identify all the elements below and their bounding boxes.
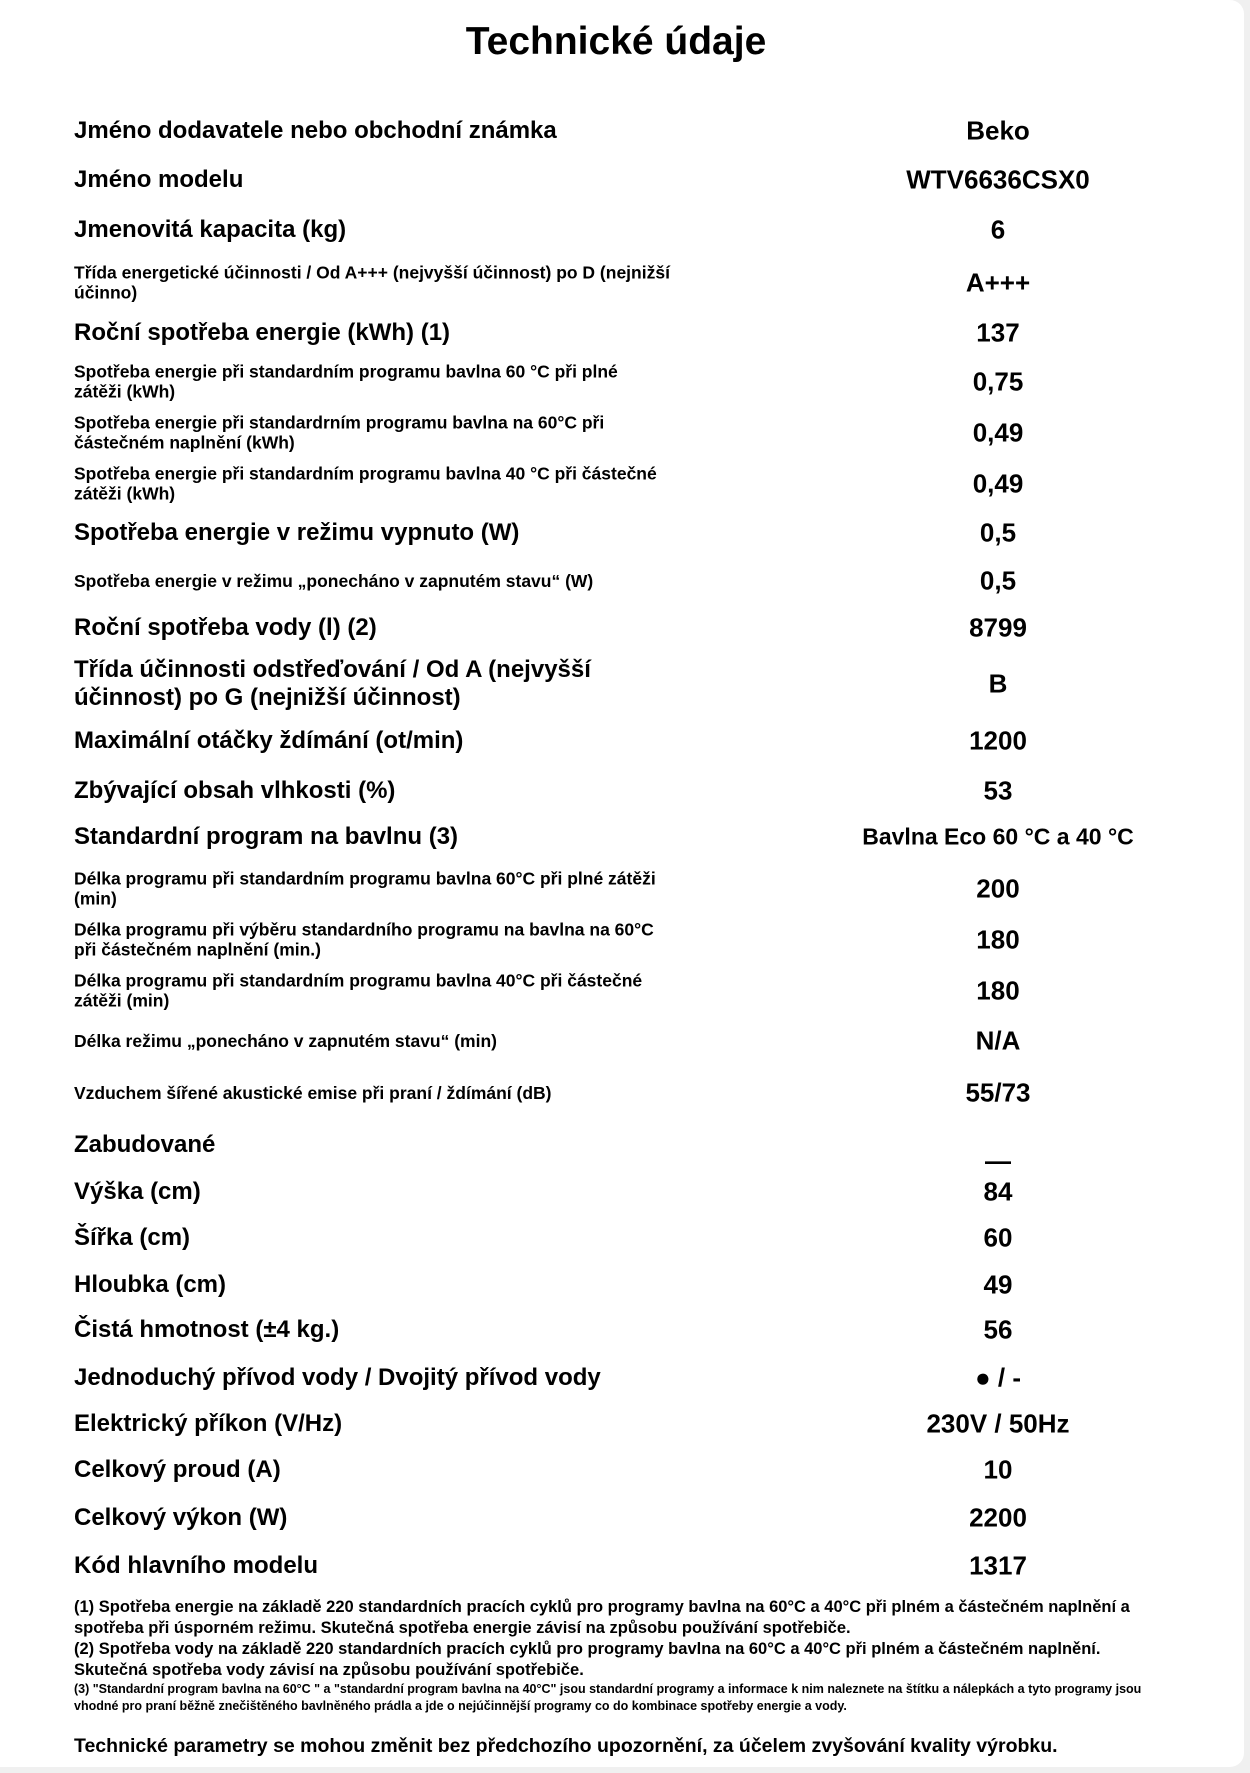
disclaimer: Technické parametry se mohou změnit bez … xyxy=(74,1735,1058,1757)
spec-label: Spotřeba energie v režimu vypnuto (W) xyxy=(74,518,520,546)
spec-row: Spotřeba energie při standardrním progra… xyxy=(0,408,1244,458)
spec-label: Délka režimu „ponecháno v zapnutém stavu… xyxy=(74,1030,497,1051)
spec-value: 0,49 xyxy=(972,468,1024,499)
footnote-1: (1) Spotřeba energie na základě 220 stan… xyxy=(74,1598,1130,1637)
spec-row: Jméno modelu WTV6636CSX0 xyxy=(0,155,1244,205)
spec-label: Zabudované xyxy=(74,1130,216,1158)
spec-value: Bavlna Eco 60 °C a 40 °C xyxy=(862,823,1134,850)
spec-label: Maximální otáčky ždímání (ot/min) xyxy=(74,726,464,754)
spec-label: Vzduchem šířené akustické emise při pran… xyxy=(74,1082,552,1103)
spec-value: 6 xyxy=(990,214,1006,245)
spec-value: 180 xyxy=(976,975,1020,1006)
spec-value: 10 xyxy=(983,1454,1013,1485)
spec-row: Celkový proud (A) 10 xyxy=(0,1445,1244,1495)
spec-row: Zabudované — xyxy=(0,1120,1244,1176)
spec-label: Spotřeba energie při standardrním progra… xyxy=(74,412,605,453)
spec-value: 180 xyxy=(976,924,1020,955)
spec-label: Zbývající obsah vlhkosti (%) xyxy=(74,776,396,804)
spec-label: Roční spotřeba energie (kWh) (1) xyxy=(74,318,451,346)
spec-label: Výška (cm) xyxy=(74,1177,201,1205)
spec-label: Šířka (cm) xyxy=(74,1223,191,1251)
spec-row: Standardní program na bavlnu (3) Bavlna E… xyxy=(0,812,1244,862)
spec-label: Celkový proud (A) xyxy=(74,1455,281,1483)
spec-value: 1317 xyxy=(969,1550,1027,1581)
spec-value: 8799 xyxy=(969,612,1027,643)
spec-value: 0,49 xyxy=(972,417,1024,448)
spec-value: 49 xyxy=(983,1269,1013,1300)
spec-value: 137 xyxy=(976,317,1020,348)
spec-value: WTV6636CSX0 xyxy=(906,164,1090,195)
spec-row: Elektrický příkon (V/Hz) 230V / 50Hz xyxy=(0,1399,1244,1449)
spec-value: 230V / 50Hz xyxy=(926,1408,1070,1439)
spec-label: Jednoduchý přívod vody / Dvojitý přívod … xyxy=(74,1363,601,1391)
spec-row: Délka programu při standardním programu … xyxy=(0,864,1244,914)
spec-value: ● / - xyxy=(974,1362,1022,1393)
spec-label: Třída energetické účinnosti / Od A+++ (n… xyxy=(74,262,670,303)
spec-value: 0,5 xyxy=(979,565,1017,596)
page-title: Technické údaje xyxy=(465,20,767,63)
spec-label: Jméno modelu xyxy=(74,165,244,193)
spec-label: Spotřeba energie v režimu „ponecháno v z… xyxy=(74,570,594,591)
spec-row: Délka programu při výběru standardního p… xyxy=(0,915,1244,965)
spec-value: 2200 xyxy=(969,1502,1027,1533)
spec-label: Hloubka (cm) xyxy=(74,1270,227,1298)
spec-row: Maximální otáčky ždímání (ot/min) 1200 xyxy=(0,716,1244,766)
spec-row: Celkový výkon (W) 2200 xyxy=(0,1493,1244,1543)
spec-value: 0,75 xyxy=(972,366,1024,397)
spec-value: 60 xyxy=(983,1222,1013,1253)
spec-value: — xyxy=(985,1145,1011,1176)
spec-row: Spotřeba energie při standardním program… xyxy=(0,459,1244,509)
spec-value: N/A xyxy=(975,1025,1021,1056)
spec-row: Roční spotřeba energie (kWh) (1) 137 xyxy=(0,308,1244,358)
spec-label: Spotřeba energie při standardním program… xyxy=(74,361,618,402)
spec-row: Hloubka (cm) 49 xyxy=(0,1260,1244,1310)
spec-value: 53 xyxy=(983,775,1013,806)
spec-label: Třída účinnosti odstřeďování / Od A (nej… xyxy=(74,655,591,711)
spec-label: Čistá hmotnost (±4 kg.) xyxy=(74,1315,340,1343)
spec-value: 55/73 xyxy=(965,1077,1031,1108)
spec-row: Zbývající obsah vlhkosti (%) 53 xyxy=(0,766,1244,816)
spec-label: Roční spotřeba vody (l) (2) xyxy=(74,613,377,641)
spec-row: Spotřeba energie v režimu vypnuto (W) 0,5 xyxy=(0,508,1244,558)
spec-row: Kód hlavního modelu 1317 xyxy=(0,1541,1244,1591)
spec-row: Spotřeba energie v režimu „ponecháno v z… xyxy=(0,556,1244,606)
spec-label: Délka programu při standardním programu … xyxy=(74,868,656,909)
spec-value: B xyxy=(988,668,1008,699)
spec-label: Standardní program na bavlnu (3) xyxy=(74,822,459,850)
spec-label: Jméno dodavatele nebo obchodní známka xyxy=(74,116,557,144)
spec-value: 84 xyxy=(983,1176,1013,1207)
footnote-2: (2) Spotřeba vody na základě 220 standar… xyxy=(74,1640,1101,1679)
spec-label: Elektrický příkon (V/Hz) xyxy=(74,1409,343,1437)
footnotes: (1) Spotřeba energie na základě 220 stan… xyxy=(74,1597,1174,1715)
spec-row: Jméno dodavatele nebo obchodní známka Bek… xyxy=(0,106,1244,156)
spec-label: Délka programu při standardním programu … xyxy=(74,970,643,1011)
spec-value: 200 xyxy=(976,873,1020,904)
spec-row: Spotřeba energie při standardním program… xyxy=(0,357,1244,407)
spec-value: 56 xyxy=(983,1314,1013,1345)
spec-row: Vzduchem šířené akustické emise při pran… xyxy=(0,1068,1244,1118)
spec-label: Délka programu při výběru standardního p… xyxy=(74,919,654,960)
spec-row: Roční spotřeba vody (l) (2) 8799 xyxy=(0,603,1244,653)
spec-value: 1200 xyxy=(969,725,1027,756)
spec-label: Celkový výkon (W) xyxy=(74,1503,288,1531)
spec-row: Délka režimu „ponecháno v zapnutém stavu… xyxy=(0,1016,1244,1066)
spec-label: Kód hlavního modelu xyxy=(74,1551,318,1579)
spec-row: Výška (cm) 84 xyxy=(0,1167,1244,1217)
spec-row: Jednoduchý přívod vody / Dvojitý přívod … xyxy=(0,1353,1244,1403)
footnote-3: (3) "Standardní program bavlna na 60°C "… xyxy=(74,1682,1142,1713)
spec-row: Třída účinnosti odstřeďování / Od A (nej… xyxy=(0,655,1244,711)
spec-row: Třída energetické účinnosti / Od A+++ (n… xyxy=(0,258,1244,308)
spec-row: Šířka (cm) 60 xyxy=(0,1213,1244,1263)
spec-row: Čistá hmotnost (±4 kg.) 56 xyxy=(0,1305,1244,1355)
spec-row: Jmenovitá kapacita (kg) 6 xyxy=(0,205,1244,255)
spec-value: 0,5 xyxy=(979,517,1017,548)
spec-label: Jmenovitá kapacita (kg) xyxy=(74,215,347,243)
spec-label: Spotřeba energie při standardním program… xyxy=(74,463,657,504)
spec-value: Beko xyxy=(966,115,1030,146)
spec-row: Délka programu při standardním programu … xyxy=(0,966,1244,1016)
spec-value: A+++ xyxy=(965,267,1031,298)
